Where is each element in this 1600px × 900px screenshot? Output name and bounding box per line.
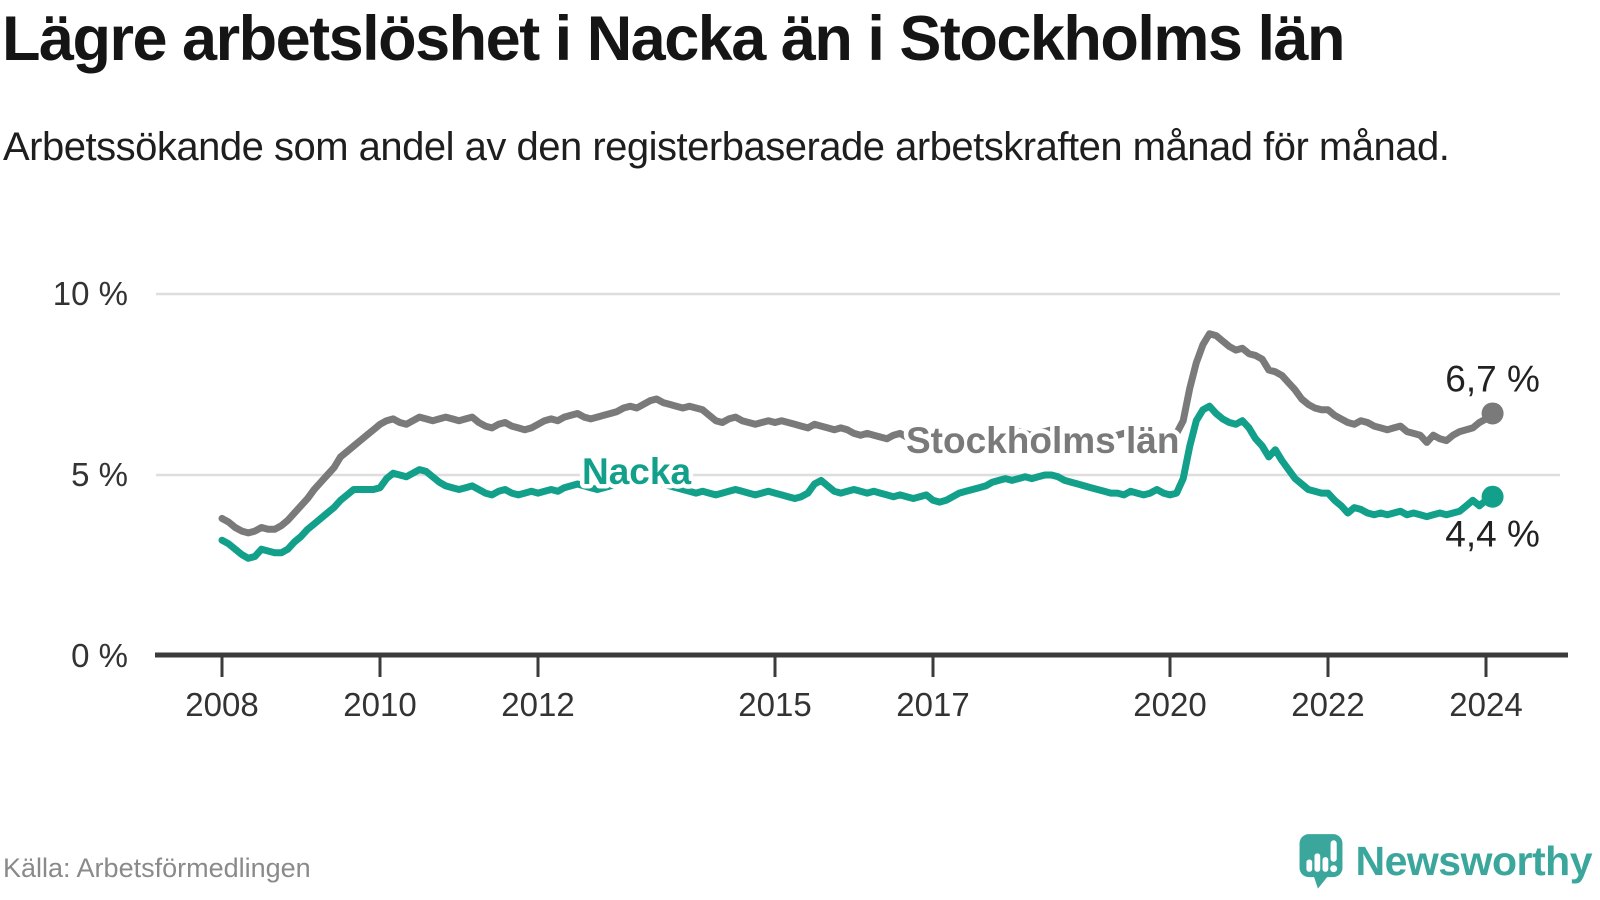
series-label-stockholms-lan: Stockholms län: [906, 420, 1179, 461]
x-tick-label: 2008: [185, 686, 258, 723]
y-tick-label: 10 %: [53, 275, 128, 312]
chart-subtitle: Arbetssökande som andel av den registerb…: [3, 125, 1450, 169]
x-tick-label: 2015: [738, 686, 811, 723]
end-dot-stockholms-lan: [1481, 402, 1504, 425]
y-tick-label: 5 %: [71, 456, 128, 493]
chart-title: Lägre arbetslöshet i Nacka än i Stockhol…: [2, 4, 1345, 74]
x-tick-label: 2022: [1291, 686, 1364, 723]
source-note: Källa: Arbetsförmedlingen: [3, 853, 311, 883]
y-tick-label: 0 %: [71, 637, 128, 674]
end-value-label-stockholms-lan: 6,7 %: [1445, 358, 1540, 399]
x-tick-label: 2020: [1133, 686, 1206, 723]
end-dot-nacka: [1481, 485, 1504, 508]
newsworthy-logo-icon: [1299, 834, 1342, 889]
x-tick-label: 2012: [501, 686, 574, 723]
x-tick-label: 2010: [343, 686, 416, 723]
x-tick-label: 2017: [896, 686, 969, 723]
x-tick-label: 2024: [1449, 686, 1522, 723]
newsworthy-brand-text: Newsworthy: [1355, 837, 1593, 884]
series-line-nacka: [218, 402, 1497, 562]
series-label-nacka: Nacka: [582, 451, 691, 492]
newsworthy-brand: Newsworthy: [1298, 832, 1593, 890]
series-line-stockholms-lan: [218, 330, 1497, 537]
end-value-label-nacka: 4,4 %: [1445, 514, 1540, 555]
